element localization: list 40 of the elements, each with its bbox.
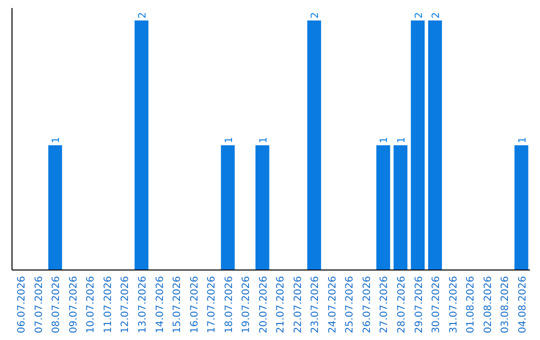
data-label: 1 (517, 136, 528, 144)
data-label: 2 (431, 12, 442, 18)
x-tick-label: 23.07.2026 (310, 276, 322, 334)
x-tick-label: 21.07.2026 (276, 276, 287, 334)
x-tick-label: 15.07.2026 (172, 276, 184, 334)
x-tick-label: 06.07.2026 (16, 276, 28, 334)
x-tick-label: 08.07.2026 (51, 276, 62, 334)
x-tick-label: 14.07.2026 (154, 276, 166, 334)
x-tick-label: 07.07.2026 (34, 276, 45, 334)
x-tick-label: 04.08.2026 (517, 276, 528, 334)
x-tick-label: 28.07.2026 (396, 276, 408, 334)
x-tick-label: 30.07.2026 (431, 276, 442, 334)
x-tick-label: 01.08.2026 (466, 276, 477, 334)
x-tick-label: 03.08.2026 (500, 276, 512, 334)
x-tick-label: 24.07.2026 (327, 276, 338, 334)
x-tick-label: 11.07.2026 (102, 276, 114, 334)
data-label: 2 (138, 12, 148, 18)
x-tick-label: 19.07.2026 (241, 276, 252, 334)
x-tick-label: 10.07.2026 (86, 276, 97, 334)
x-tick-label: 17.07.2026 (206, 276, 218, 334)
x-tick-label: 29.07.2026 (414, 276, 425, 334)
x-tick-label: 09.07.2026 (68, 276, 80, 334)
x-tick-label: 16.07.2026 (189, 276, 200, 334)
x-tick-label: 26.07.2026 (362, 276, 373, 334)
data-label: 1 (396, 136, 408, 144)
x-tick-label: 31.07.2026 (448, 276, 460, 334)
data-label: 1 (224, 136, 235, 144)
data-label: 1 (51, 136, 62, 144)
data-label: 1 (258, 136, 270, 144)
x-tick-label: 20.07.2026 (258, 276, 270, 334)
x-tick-label: 27.07.2026 (379, 276, 390, 334)
data-label: 2 (414, 12, 425, 18)
data-label: 1 (379, 136, 390, 144)
x-tick-label: 02.08.2026 (482, 276, 494, 334)
x-tick-label: 22.07.2026 (292, 276, 304, 334)
x-tick-label: 25.07.2026 (344, 276, 356, 334)
data-label: 2 (310, 12, 322, 18)
x-tick-label: 13.07.2026 (138, 276, 148, 334)
x-tick-label: 18.07.2026 (224, 276, 235, 334)
x-tick-label: 12.07.2026 (120, 276, 132, 334)
